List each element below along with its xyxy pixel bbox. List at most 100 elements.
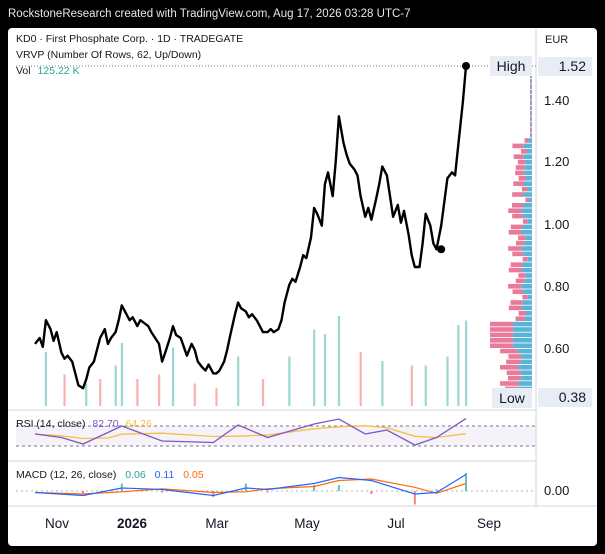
volume-profile-row xyxy=(512,289,524,294)
volume-bar xyxy=(457,325,460,406)
volume-profile-row xyxy=(529,197,532,203)
volume-profile-row xyxy=(531,89,532,95)
volume-bar xyxy=(136,379,139,406)
symbol-title: KD0 · First Phosphate Corp. · 1D · TRADE… xyxy=(16,33,244,45)
volume-profile-row xyxy=(522,224,532,230)
price-tick-5: 0.60 xyxy=(544,341,570,356)
volume-profile-row xyxy=(525,197,530,203)
volume-profile-row xyxy=(530,122,532,127)
volume-bar xyxy=(446,356,449,406)
rsi-value: 82.70 xyxy=(92,418,119,430)
volume-profile-row xyxy=(524,278,532,284)
vrvp-label: VRVP (Number Of Rows, 62, Up/Down) xyxy=(16,49,202,61)
volume-profile-row xyxy=(522,300,532,305)
volume-bar xyxy=(193,383,196,406)
volume-profile-row xyxy=(523,203,532,208)
volume-profile-row xyxy=(527,186,532,192)
volume-profile-row xyxy=(530,78,532,84)
volume-profile-row xyxy=(518,273,526,278)
volume-profile-row xyxy=(500,365,518,370)
volume-profile-row xyxy=(527,257,532,262)
volume-profile-row xyxy=(531,84,532,89)
volume-bar xyxy=(337,316,341,406)
volume-profile-row xyxy=(512,143,524,149)
volume-profile-row xyxy=(531,111,532,116)
macd-histogram-bar xyxy=(337,485,340,491)
volume-profile-row xyxy=(522,294,528,300)
volume-profile-row xyxy=(520,370,532,375)
rsi-legend: RSI (14, close) 82.70 64.26 xyxy=(16,418,152,430)
volume-profile-row xyxy=(525,176,532,181)
volume-profile-row xyxy=(524,138,529,143)
volume-profile-row xyxy=(510,262,523,267)
volume-bar xyxy=(99,379,102,406)
macd-histogram-bar xyxy=(370,491,373,494)
volume-profile-row xyxy=(517,365,532,370)
volume-profile-row xyxy=(520,359,532,365)
macd-histogram-bar xyxy=(82,491,85,494)
volume-profile-row xyxy=(528,138,532,143)
volume-profile-row xyxy=(490,338,514,343)
volume-bar xyxy=(171,347,175,406)
volume-profile-row xyxy=(500,348,518,354)
volume-profile-row xyxy=(530,84,532,89)
chart-canvas[interactable] xyxy=(8,28,597,546)
time-label-sep: Sep xyxy=(476,516,502,531)
volume-profile-row xyxy=(531,78,532,84)
volume-profile-row xyxy=(530,132,532,138)
chart-panel[interactable]: KD0 · First Phosphate Corp. · 1D · TRADE… xyxy=(8,28,597,546)
volume-profile-row xyxy=(525,159,532,165)
volume-profile-row xyxy=(521,305,532,311)
volume-bar xyxy=(424,365,427,406)
volume-bar xyxy=(261,379,265,406)
volume-profile-row xyxy=(531,122,532,127)
volume-bar xyxy=(465,320,468,406)
volume-profile-row xyxy=(522,262,532,267)
volume-profile-row xyxy=(510,224,523,230)
rsi-line xyxy=(34,418,467,446)
volume-profile-row xyxy=(508,267,522,273)
macd-label: MACD (12, 26, close) xyxy=(16,469,117,481)
volume-profile-row xyxy=(521,375,532,381)
volume-profile-row xyxy=(506,370,521,375)
volume-profile-row xyxy=(521,354,532,359)
volume-profile-row xyxy=(515,165,525,170)
macd-histogram-bar xyxy=(161,491,164,493)
currency-label: EUR xyxy=(545,34,569,46)
macd-histogram-bar xyxy=(266,491,269,493)
volume-profile-row xyxy=(530,127,532,132)
volume-profile-row xyxy=(525,311,532,316)
volume-bar xyxy=(381,361,384,406)
volume-profile-row xyxy=(506,359,521,365)
volume-profile-row xyxy=(531,132,532,138)
low-value: 0.38 xyxy=(538,388,592,407)
volume-profile-row xyxy=(508,354,522,359)
volume-profile-row xyxy=(517,381,532,386)
attribution-bar: RockstoneResearch created with TradingVi… xyxy=(8,8,411,20)
macd-histogram-bar xyxy=(212,491,215,497)
high-label: High xyxy=(490,56,532,76)
signal-value: 0.11 xyxy=(154,469,175,481)
macd-line xyxy=(34,473,467,497)
rsi-label: RSI (14, close) xyxy=(16,418,86,430)
macd-signal-line xyxy=(34,478,467,495)
vol-value: 125.22 K xyxy=(37,65,80,77)
volume-bar xyxy=(313,329,316,406)
macd-legend: MACD (12, 26, close) 0.06 0.11 0.05 xyxy=(16,469,204,481)
volume-profile-row xyxy=(508,246,522,251)
volume-profile-row xyxy=(513,343,532,348)
volume-profile-row xyxy=(523,289,532,294)
volume-profile-row xyxy=(521,230,532,235)
price-tick-2: 1.20 xyxy=(544,154,570,169)
volume-profile-row xyxy=(531,116,532,122)
volume-profile-row xyxy=(530,105,532,111)
volume-bar xyxy=(85,383,88,406)
volume-bar xyxy=(359,352,362,406)
macd-histogram-bar xyxy=(313,485,316,491)
volume-bar xyxy=(215,388,218,406)
volume-profile-row xyxy=(512,251,524,257)
volume-profile-row xyxy=(517,348,532,354)
macd-pane xyxy=(8,28,597,507)
volume-profile-row xyxy=(513,327,532,332)
volume-profile-row xyxy=(530,111,532,116)
